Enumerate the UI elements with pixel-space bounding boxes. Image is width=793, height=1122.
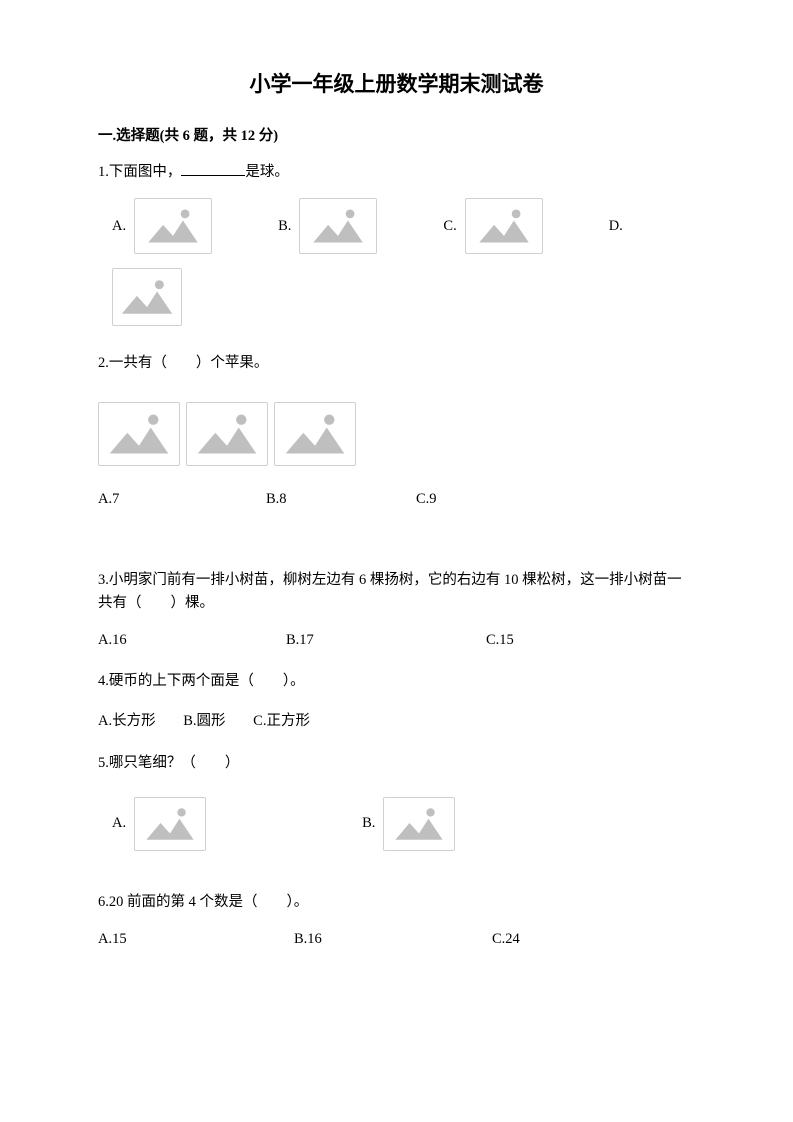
q3-options: A.16 B.17 C.15: [98, 629, 695, 652]
q1-option-c-label: C.: [443, 215, 456, 238]
q1-option-b-image: [299, 198, 377, 254]
q5-text: 5.哪只笔细？（ ）: [98, 752, 695, 775]
q3-text: 3.小明家门前有一排小树苗，柳树左边有 6 棵扬树，它的右边有 10 棵松树，这…: [98, 569, 695, 615]
q2-image-2: [186, 402, 268, 466]
question-6: 6.20 前面的第 4 个数是（ ）。 A.15 B.16 C.24: [98, 891, 695, 951]
q3-option-b: B.17: [286, 629, 486, 652]
question-2: 2.一共有（ ）个苹果。 A.7 B.8 C.9: [98, 352, 695, 550]
q5-option-b: B.: [362, 797, 455, 851]
q4-options: A.长方形 B.圆形 C.正方形: [98, 708, 695, 734]
question-3: 3.小明家门前有一排小树苗，柳树左边有 6 棵扬树，它的右边有 10 棵松树，这…: [98, 569, 695, 653]
q2-images: [98, 402, 695, 466]
q5-option-b-image: [383, 797, 455, 851]
question-4: 4.硬币的上下两个面是（ ）。 A.长方形 B.圆形 C.正方形: [98, 670, 695, 733]
q1-option-c-image: [465, 198, 543, 254]
q1-option-a: A.: [112, 198, 212, 254]
q4-option-b: B.圆形: [183, 713, 225, 729]
q1-option-a-label: A.: [112, 215, 126, 238]
q1-options-row-2: [112, 268, 695, 328]
question-5: 5.哪只笔细？（ ） A. B.: [98, 752, 695, 873]
q1-option-d-image: [112, 268, 182, 326]
q1-option-a-image: [134, 198, 212, 254]
q1-option-c: C.: [443, 198, 542, 254]
q2-option-b: B.8: [266, 488, 416, 511]
q3-option-a: A.16: [98, 629, 286, 652]
q4-option-c: C.正方形: [253, 713, 310, 729]
q4-option-a: A.长方形: [98, 713, 156, 729]
q6-option-a: A.15: [98, 928, 294, 951]
q6-options: A.15 B.16 C.24: [98, 928, 695, 951]
q2-image-1: [98, 402, 180, 466]
q4-text: 4.硬币的上下两个面是（ ）。: [98, 670, 695, 693]
q1-prefix: 1.下面图中，: [98, 164, 181, 180]
q2-option-a: A.7: [98, 488, 266, 511]
q1-option-d-label-wrap: D.: [609, 215, 631, 238]
q2-option-c: C.9: [416, 488, 536, 511]
q5-option-a-image: [134, 797, 206, 851]
q3-option-c: C.15: [486, 629, 606, 652]
q1-options-row-1: A. B. C. D.: [98, 198, 695, 254]
q1-option-b-label: B.: [278, 215, 291, 238]
q5-option-b-label: B.: [362, 812, 375, 835]
q2-options: A.7 B.8 C.9: [98, 488, 695, 511]
question-1: 1.下面图中， 是球。 A. B. C. D.: [98, 161, 695, 328]
q2-image-3: [274, 402, 356, 466]
q6-option-c: C.24: [492, 928, 612, 951]
q5-options: A. B.: [98, 797, 695, 851]
q6-text: 6.20 前面的第 4 个数是（ ）。: [98, 891, 695, 914]
q1-blank: [181, 162, 245, 177]
page-title: 小学一年级上册数学期末测试卷: [98, 68, 695, 98]
q1-option-b: B.: [278, 198, 377, 254]
section-header: 一.选择题(共 6 题，共 12 分): [98, 124, 695, 145]
q6-option-b: B.16: [294, 928, 492, 951]
q5-option-a: A.: [112, 797, 206, 851]
q2-text: 2.一共有（ ）个苹果。: [98, 352, 695, 375]
q1-option-d-label: D.: [609, 215, 623, 238]
q5-option-a-label: A.: [112, 812, 126, 835]
q1-suffix: 是球。: [245, 164, 289, 180]
q1-text: 1.下面图中， 是球。: [98, 161, 695, 184]
